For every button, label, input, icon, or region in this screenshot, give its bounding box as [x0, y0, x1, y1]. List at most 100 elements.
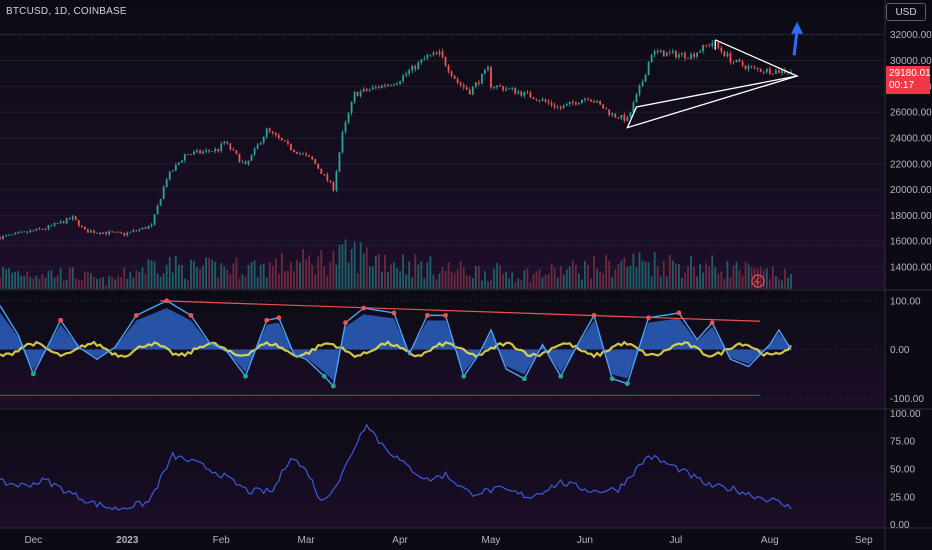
candle-body: [450, 71, 453, 76]
candle-body: [159, 198, 162, 206]
volume-bar: [311, 265, 314, 289]
candle-body: [417, 62, 420, 70]
volume-bar: [208, 257, 211, 289]
volume-bar: [781, 280, 783, 289]
volume-bar: [259, 264, 262, 289]
candle-body: [741, 61, 744, 66]
candle-body: [277, 135, 280, 138]
volume-bar: [308, 255, 311, 289]
candle-body: [538, 100, 541, 102]
volume-bar: [559, 266, 562, 289]
volume-bar: [226, 269, 229, 289]
candle-body: [456, 78, 459, 83]
volume-bar: [526, 268, 529, 289]
volume-bar: [768, 279, 771, 289]
volume-bar: [556, 277, 559, 289]
candle-body: [750, 66, 753, 67]
osc-axis-label: -100.00: [890, 394, 924, 405]
triangle-pattern[interactable]: [626, 39, 799, 129]
candle-body: [720, 47, 723, 52]
volume-bar: [271, 266, 274, 289]
volume-bar: [420, 261, 423, 289]
volume-bar: [147, 259, 150, 289]
volume-bar: [447, 262, 450, 289]
candle-body: [747, 66, 750, 70]
candle-body: [387, 84, 389, 86]
volume-bar: [305, 259, 308, 289]
volume-bar: [771, 266, 774, 289]
volume-bar: [323, 266, 326, 289]
candle-body: [111, 231, 114, 233]
alert-clock-icon[interactable]: [751, 274, 765, 288]
candle-body: [120, 232, 123, 233]
candle-body: [784, 69, 786, 73]
volume-bar: [120, 277, 123, 289]
candle-body: [541, 99, 544, 101]
price-axis-label: 16000.00: [890, 237, 932, 248]
volume-bar: [423, 278, 426, 289]
price-axis-label: 24000.00: [890, 133, 932, 144]
up-arrow-head-icon[interactable]: [791, 21, 804, 34]
candle-body: [305, 153, 308, 156]
volume-bar: [696, 276, 698, 289]
time-axis-label: Dec: [24, 535, 42, 546]
candle-body: [74, 216, 77, 221]
candle-body: [68, 218, 71, 220]
candle-body: [223, 141, 226, 144]
volume-bar: [565, 269, 568, 289]
volume-bar: [190, 259, 192, 289]
volume-bar: [193, 261, 195, 289]
volume-bar: [693, 266, 695, 289]
signal-dot: [164, 298, 170, 304]
candle-body: [280, 137, 283, 141]
candle-body: [114, 231, 117, 233]
volume-bar: [671, 260, 674, 289]
candle-body: [168, 171, 171, 180]
candle-body: [781, 69, 783, 73]
candle-body: [708, 45, 711, 47]
rsi-axis-label: 75.00: [890, 437, 915, 448]
candle-body: [2, 235, 4, 240]
volume-bar: [732, 265, 735, 289]
candle-body: [665, 52, 668, 57]
up-arrow-icon[interactable]: [792, 29, 799, 56]
volume-bar: [387, 272, 389, 289]
volume-bar: [244, 276, 247, 289]
candle-body: [556, 106, 559, 108]
volume-bar: [450, 271, 453, 289]
volume-bar: [544, 274, 547, 289]
candle-body: [390, 84, 392, 86]
volume-bar: [623, 257, 626, 289]
volume-bar: [790, 273, 792, 289]
candle-body: [602, 104, 605, 109]
candle-body: [762, 71, 765, 73]
volume-bar: [38, 278, 41, 289]
candle-body: [108, 231, 111, 235]
volume-bar: [520, 279, 523, 289]
volume-bar: [744, 262, 747, 289]
time-axis-label: Jun: [577, 535, 593, 546]
volume-bar: [56, 275, 59, 289]
drawings[interactable]: [626, 21, 804, 129]
volume-bar: [753, 268, 756, 289]
symbol-header[interactable]: BTCUSD, 1D, COINBASE: [6, 6, 127, 17]
candle-body: [59, 221, 62, 224]
volume-bar: [517, 278, 520, 289]
candle-body: [384, 85, 386, 87]
candle-body: [402, 75, 405, 82]
candle-body: [314, 159, 317, 164]
volume-bar: [90, 273, 92, 289]
volume-bar: [65, 279, 68, 289]
candle-body: [508, 88, 511, 90]
candle-body: [29, 230, 32, 233]
candle-body: [590, 99, 592, 102]
price-axis-label: 22000.00: [890, 159, 932, 170]
volume-bar: [114, 279, 117, 289]
candle-body: [674, 50, 677, 58]
volume-bar: [302, 249, 304, 289]
candle-body: [768, 68, 771, 74]
volume-bar: [602, 273, 605, 289]
volume-bar: [265, 277, 268, 289]
currency-button[interactable]: USD: [886, 3, 926, 21]
